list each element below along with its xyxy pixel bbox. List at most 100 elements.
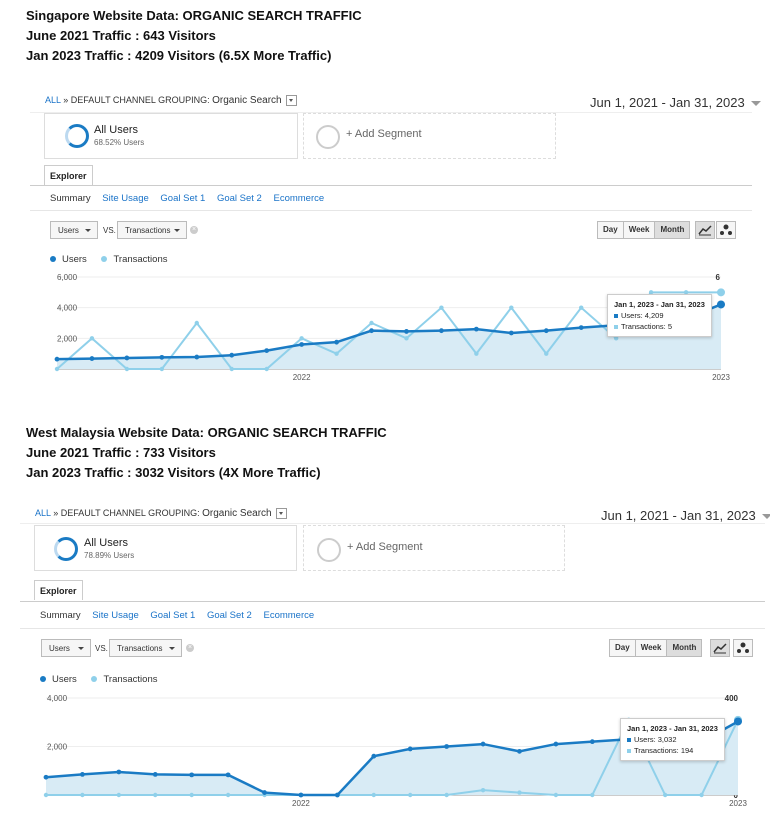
transactions-point	[683, 290, 689, 295]
transactions-point	[408, 792, 413, 798]
remove-icon[interactable]: ×	[190, 226, 198, 234]
add-segment-icon	[317, 538, 341, 562]
period-month-button[interactable]: Month	[655, 222, 690, 238]
tab-explorer[interactable]: Explorer	[34, 580, 83, 600]
users-point	[43, 774, 49, 780]
users-point	[404, 329, 409, 334]
users-point	[508, 330, 514, 336]
breadcrumb-all-link[interactable]: ALL	[45, 95, 61, 105]
subtab-summary[interactable]: Summary	[50, 193, 91, 204]
tooltip-date: Jan 1, 2023 - Jan 31, 2023	[614, 300, 705, 309]
users-point	[152, 771, 158, 777]
subtab-goal-set-1[interactable]: Goal Set 1	[160, 193, 206, 204]
metric-select-transactions[interactable]: Transactions	[109, 639, 182, 657]
subtab-goal-set-1[interactable]: Goal Set 1	[150, 610, 196, 621]
headline-june-2021: June 2021 Traffic : 643 Visitors	[26, 28, 216, 43]
users-point	[543, 328, 549, 334]
add-segment-button[interactable]: + Add Segment	[303, 113, 556, 159]
transactions-point	[299, 336, 304, 341]
transactions-point	[225, 792, 231, 798]
transactions-point	[54, 366, 60, 372]
legend-users[interactable]: Users	[50, 254, 87, 265]
users-point	[262, 790, 267, 795]
breadcrumb-label: DEFAULT CHANNEL GROUPING:	[60, 508, 200, 518]
legend-users[interactable]: Users	[40, 674, 77, 685]
bubble-chart-icon[interactable]	[716, 221, 736, 239]
users-point	[473, 326, 479, 332]
period-week-button[interactable]: Week	[635, 640, 668, 656]
subtab-summary[interactable]: Summary	[40, 610, 81, 621]
metric-select-users[interactable]: Users	[41, 639, 91, 657]
users-point	[229, 352, 235, 358]
legend-transactions-label: Transactions	[103, 674, 158, 685]
transactions-point	[159, 366, 165, 372]
metric-select-transactions[interactable]: Transactions	[117, 221, 187, 239]
legend-users-label: Users	[62, 254, 87, 265]
segment-all-users[interactable]: All Users 68.52% Users	[44, 113, 298, 159]
tooltip-users: Users: 4,209	[621, 311, 664, 320]
segment-ring-icon	[54, 537, 78, 561]
period-month-button[interactable]: Month	[667, 640, 702, 656]
subtab-ecommerce[interactable]: Ecommerce	[273, 193, 325, 204]
metric-select-label: Transactions	[117, 644, 163, 653]
bubble-chart-icon[interactable]	[733, 639, 753, 657]
x-tick-label: 2022	[292, 799, 310, 808]
legend-transactions[interactable]: Transactions	[101, 254, 167, 265]
subtab-site-usage[interactable]: Site Usage	[92, 610, 139, 621]
transactions-point	[699, 792, 704, 798]
period-day-button[interactable]: Day	[598, 222, 624, 238]
transactions-point	[717, 288, 725, 297]
y-tick-label-left: 4,000	[57, 304, 78, 313]
subtab-goal-set-2[interactable]: Goal Set 2	[206, 610, 252, 621]
chevron-down-icon[interactable]	[276, 508, 288, 520]
vs-label: VS.	[95, 644, 108, 653]
breadcrumb: ALL » DEFAULT CHANNEL GROUPING: Organic …	[45, 95, 298, 107]
legend-users-label: Users	[52, 674, 77, 685]
users-point	[124, 355, 130, 361]
transactions-dot-icon	[91, 676, 98, 683]
y-tick-label-left: 2,000	[57, 334, 78, 343]
add-segment-button[interactable]: + Add Segment	[303, 525, 565, 571]
motion-chart-icon[interactable]	[710, 639, 730, 657]
legend-transactions[interactable]: Transactions	[91, 674, 157, 685]
transactions-point	[579, 305, 584, 310]
tooltip-transactions-row: Transactions: 5	[614, 321, 705, 332]
headline-jan-2023: Jan 2023 Traffic : 4209 Visitors (6.5X M…	[26, 48, 332, 63]
users-square-icon	[627, 738, 631, 743]
users-point	[334, 792, 340, 798]
date-range-picker[interactable]: Jun 1, 2021 - Jan 31, 2023	[601, 508, 770, 523]
y-tick-label-left: 2,000	[47, 743, 68, 752]
users-point	[553, 741, 559, 747]
transactions-point	[80, 792, 85, 798]
period-day-button[interactable]: Day	[610, 640, 636, 656]
users-area	[46, 721, 738, 795]
metric-select-label: Users	[49, 644, 70, 653]
date-range-picker[interactable]: Jun 1, 2021 - Jan 31, 2023	[590, 95, 761, 110]
remove-icon[interactable]: ×	[186, 644, 194, 652]
y-tick-label-left: 6,000	[57, 273, 78, 282]
users-point	[299, 342, 305, 347]
breadcrumb-all-link[interactable]: ALL	[35, 508, 51, 518]
transactions-point	[89, 336, 95, 341]
transactions-point	[474, 351, 479, 356]
tab-explorer[interactable]: Explorer	[44, 165, 93, 185]
chevron-down-icon	[85, 229, 91, 232]
subtab-ecommerce[interactable]: Ecommerce	[263, 610, 315, 621]
chevron-down-icon[interactable]	[286, 95, 298, 107]
users-point	[444, 744, 450, 749]
transactions-point	[444, 792, 449, 798]
metric-select-users[interactable]: Users	[50, 221, 98, 239]
x-tick-label: 2023	[712, 373, 730, 382]
transactions-point	[509, 305, 514, 310]
segment-all-users[interactable]: All Users 78.89% Users	[34, 525, 297, 571]
transactions-point	[189, 792, 194, 798]
breadcrumb: ALL » DEFAULT CHANNEL GROUPING: Organic …	[35, 508, 288, 520]
chevron-down-icon	[78, 647, 84, 650]
period-week-button[interactable]: Week	[623, 222, 656, 238]
transactions-point	[334, 351, 339, 356]
motion-chart-icon[interactable]	[695, 221, 715, 239]
headline-title: Singapore Website Data: ORGANIC SEARCH T…	[26, 8, 362, 23]
subtab-site-usage[interactable]: Site Usage	[102, 193, 149, 204]
subtab-goal-set-2[interactable]: Goal Set 2	[216, 193, 262, 204]
transactions-point	[662, 792, 668, 798]
